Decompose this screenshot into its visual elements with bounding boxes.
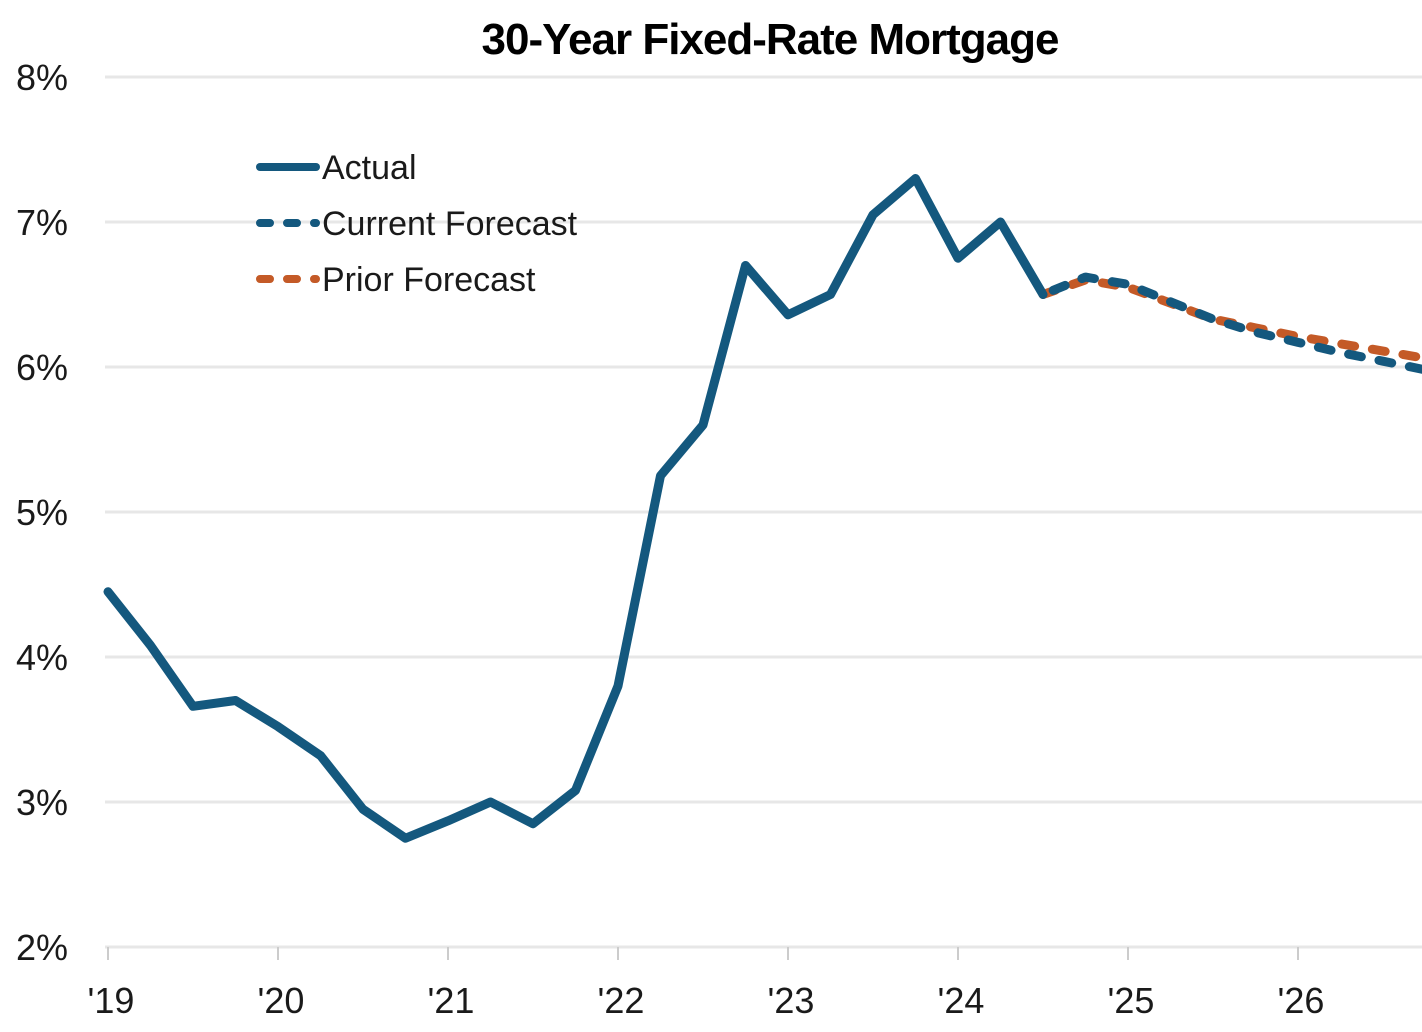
chart-title: 30-Year Fixed-Rate Mortgage xyxy=(482,15,1059,64)
legend-label-actual: Actual xyxy=(322,149,417,187)
x-axis-label: '25 xyxy=(1108,980,1155,1021)
y-axis-label: 8% xyxy=(16,57,68,98)
y-axis-label: 3% xyxy=(16,782,68,823)
y-axis-label: 6% xyxy=(16,347,68,388)
x-axis-label: '23 xyxy=(768,980,815,1021)
legend-label-current-forecast: Current Forecast xyxy=(322,205,578,243)
x-axis-label: '20 xyxy=(258,980,305,1021)
x-axis-label: '19 xyxy=(88,980,135,1021)
x-axis-labels: '19 '20 '21 '22 '23 '24 '25 '26 xyxy=(88,980,1325,1021)
x-axis-label: '22 xyxy=(598,980,645,1021)
gridlines xyxy=(105,75,1422,949)
series-lines xyxy=(103,174,1422,843)
y-axis-label: 4% xyxy=(16,637,68,678)
legend-item-current-forecast: Current Forecast xyxy=(256,205,578,243)
legend-item-prior-forecast: Prior Forecast xyxy=(256,261,536,299)
x-axis-label: '24 xyxy=(938,980,985,1021)
series-line-prior-forecast xyxy=(1038,275,1422,363)
y-axis-label: 7% xyxy=(16,202,68,243)
y-axis-label: 2% xyxy=(16,927,68,968)
legend-item-actual: Actual xyxy=(256,149,417,187)
y-axis-label: 5% xyxy=(16,492,68,533)
legend-label-prior-forecast: Prior Forecast xyxy=(322,261,536,299)
series-line-actual xyxy=(103,174,1048,843)
series-line-current-forecast xyxy=(1038,272,1422,374)
x-axis-ticks xyxy=(107,947,1299,960)
x-axis-label: '26 xyxy=(1278,980,1325,1021)
y-axis-labels: 8% 7% 6% 5% 4% 3% 2% xyxy=(16,57,68,968)
x-axis-label: '21 xyxy=(428,980,475,1021)
legend: Actual Current Forecast Prior Forecast xyxy=(256,149,578,299)
